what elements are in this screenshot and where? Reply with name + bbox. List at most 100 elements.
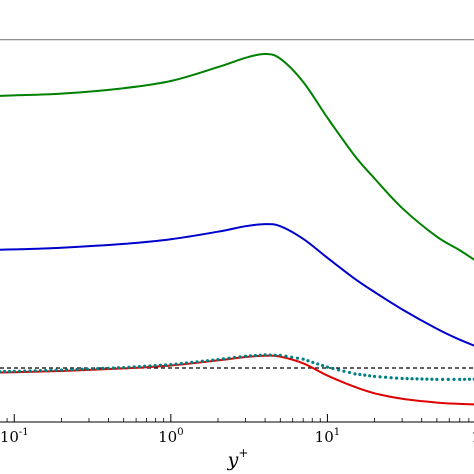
series-4-marker: [164, 363, 168, 367]
series-4-marker: [415, 377, 419, 381]
series-4-marker: [38, 369, 43, 373]
series-4-marker: [200, 359, 204, 363]
series-4-marker: [372, 374, 377, 379]
series-4-marker: [70, 368, 74, 372]
series-4-marker: [452, 377, 456, 381]
series-4-marker: [290, 355, 294, 359]
x-tick-label: 102: [471, 427, 474, 446]
series-4-marker: [363, 373, 367, 377]
series-4-marker: [143, 364, 147, 368]
x-tick-label-base: 10: [158, 428, 177, 446]
series-4-marker: [238, 355, 242, 359]
series-4-marker: [80, 367, 84, 371]
series-4-marker: [467, 377, 472, 381]
x-tick-label: 101: [315, 427, 340, 446]
series-4-marker: [336, 368, 341, 372]
x-axis-label: y+: [227, 446, 249, 471]
series-4-marker: [440, 377, 445, 381]
series-4-marker: [132, 365, 136, 369]
series-4-marker: [59, 368, 63, 372]
series-4-marker: [227, 356, 231, 360]
series-4-marker: [446, 377, 450, 381]
series-4-marker: [295, 356, 300, 360]
series-4-marker: [17, 369, 22, 373]
series-4-marker: [169, 363, 173, 367]
series-4-marker: [420, 377, 424, 381]
series-4-marker: [405, 377, 409, 381]
x-tick-label-exp: 1: [334, 427, 340, 438]
series-4-marker: [430, 377, 434, 381]
x-tick-label-base: 10: [471, 428, 474, 446]
plot-area: [0, 39, 474, 406]
series-4-marker: [389, 376, 393, 380]
series-4-marker: [463, 377, 467, 381]
series-4-marker: [23, 369, 27, 373]
series-4-marker: [458, 377, 462, 381]
x-axis-label-sup: +: [238, 446, 248, 460]
series-4-marker: [33, 369, 37, 373]
series-4-marker: [353, 372, 357, 376]
series-4-marker: [153, 363, 157, 368]
series-4-marker: [258, 353, 262, 357]
series-4-marker: [273, 353, 277, 357]
series-4-marker: [85, 367, 89, 371]
series-4-marker: [311, 360, 315, 364]
series-4-marker: [137, 364, 142, 369]
series-4-marker: [106, 366, 110, 370]
series-4-marker: [395, 376, 399, 380]
series-4-marker: [28, 369, 32, 373]
series-4-marker: [122, 365, 126, 370]
series-4-marker: [435, 377, 439, 381]
series-4-marker: [116, 366, 121, 370]
series-4-marker: [306, 359, 310, 363]
x-axis-ticks: 10-1100101102: [0, 414, 474, 446]
series-4-marker: [158, 363, 162, 367]
series-4-marker: [75, 367, 79, 372]
series-2-line: [0, 223, 474, 347]
series-3-line: [0, 354, 474, 406]
series-4-marker: [216, 357, 220, 362]
series-4-marker: [64, 368, 69, 372]
x-tick-label: 100: [158, 427, 183, 446]
series-4-marker: [96, 367, 100, 371]
series-4-marker: [331, 366, 335, 371]
series-4-marker: [190, 360, 194, 364]
series-4-marker: [2, 369, 7, 374]
series-4-marker: [378, 375, 382, 379]
series-4-marker: [211, 358, 215, 362]
series-4-marker: [383, 375, 388, 379]
series-4-marker: [268, 353, 272, 357]
series-1-line: [0, 53, 474, 261]
series-4-marker: [7, 369, 11, 374]
series-4-marker: [368, 374, 372, 378]
series-4-marker: [278, 353, 282, 357]
series-4-marker: [347, 370, 352, 375]
series-4-marker: [101, 366, 105, 371]
series-4-marker: [184, 361, 189, 365]
series-4-marker: [253, 353, 257, 358]
x-axis-label-base: y: [227, 449, 239, 471]
series-4-marker: [301, 357, 305, 361]
series-4-marker: [179, 361, 183, 366]
series-4-marker: [410, 377, 414, 381]
x-tick-label-base: 10: [315, 428, 334, 446]
series-4-marker: [195, 360, 199, 364]
x-tick-label-exp: -1: [19, 427, 29, 438]
series-4-marker: [148, 364, 152, 368]
series-4-marker: [12, 369, 16, 373]
series-4-marker: [54, 368, 58, 372]
series-4-marker: [358, 372, 362, 377]
x-tick-label-base: 10: [0, 428, 19, 446]
series-4-marker: [425, 377, 429, 381]
series-4-marker: [284, 354, 288, 358]
series-4-marker: [232, 355, 237, 360]
series-4-marker: [174, 362, 178, 366]
x-tick-label-exp: 0: [177, 427, 183, 438]
series-4-marker: [205, 359, 210, 363]
series-4-marker: [263, 353, 267, 357]
series-4-marker: [325, 365, 330, 369]
series-4-marker: [44, 368, 48, 373]
series-4-marker: [49, 368, 53, 372]
series-4-marker: [400, 376, 404, 381]
